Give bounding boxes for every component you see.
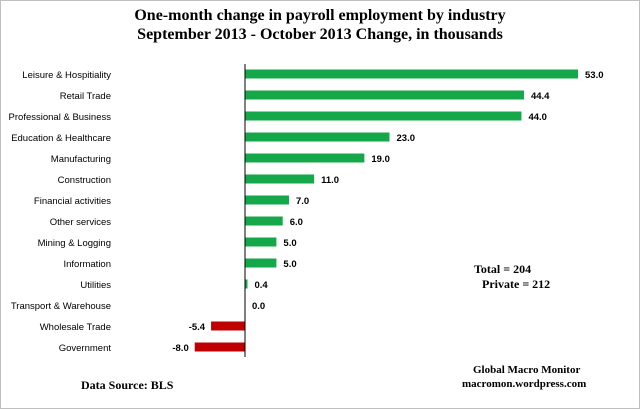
value-labels: 53.0 44.4 44.0 23.0 19.0 11.0 7.0 6.0 5.0 5.0 0.4 0… [172,70,603,354]
value-label: 5.0 [283,238,296,249]
bar [245,132,390,142]
value-label: 53.0 [585,70,604,81]
value-label: 5.0 [283,259,296,270]
category-label: Leisure & Hospitiality [22,70,111,81]
category-label: Government [59,343,112,354]
category-labels: Leisure & Hospitiality Retail Trade Profes… [9,70,112,354]
value-label: 0.0 [252,301,265,312]
category-label: Mining & Logging [38,238,111,249]
bar [245,174,315,184]
bar [245,195,289,205]
chart-title: One-month change in payroll employment b… [0,6,640,44]
bar [245,69,578,79]
category-label: Education & Healthcare [11,133,111,144]
value-label: 0.4 [255,280,269,291]
value-label: -5.4 [189,322,206,333]
value-label: 6.0 [290,217,303,228]
bars [194,69,578,352]
category-label: Information [63,259,111,270]
value-label: 44.0 [528,112,547,123]
bar [194,342,245,352]
private-label: Private = 212 [482,277,551,291]
bar [245,111,522,121]
credit-url: macromon.wordpress.com [462,378,587,390]
category-label: Transport & Warehouse [11,301,111,312]
value-label: 23.0 [397,133,416,144]
chart-title-line-2: September 2013 - October 2013 Change, in… [137,26,503,43]
value-label: 7.0 [296,196,309,207]
category-label: Financial activities [34,196,111,207]
category-label: Utilities [80,280,111,291]
category-label: Wholesale Trade [40,322,111,333]
category-label: Other services [50,217,111,228]
total-label: Total = 204 [474,262,532,276]
value-label: -8.0 [172,343,188,354]
bar [245,258,277,268]
category-label: Manufacturing [51,154,111,165]
bar [245,237,277,247]
value-label: 19.0 [371,154,390,165]
chart-title-line-1: One-month change in payroll employment b… [134,7,506,24]
category-label: Retail Trade [60,91,111,102]
bar [245,279,248,289]
data-source: Data Source: BLS [81,378,174,392]
value-label: 11.0 [321,175,339,186]
value-label: 44.4 [531,91,550,102]
bar [245,153,365,163]
category-label: Construction [58,175,111,186]
bar [211,321,245,331]
bar [245,90,524,100]
credit-name: Global Macro Monitor [473,364,581,376]
bar [245,216,283,226]
category-label: Professional & Business [9,112,112,123]
